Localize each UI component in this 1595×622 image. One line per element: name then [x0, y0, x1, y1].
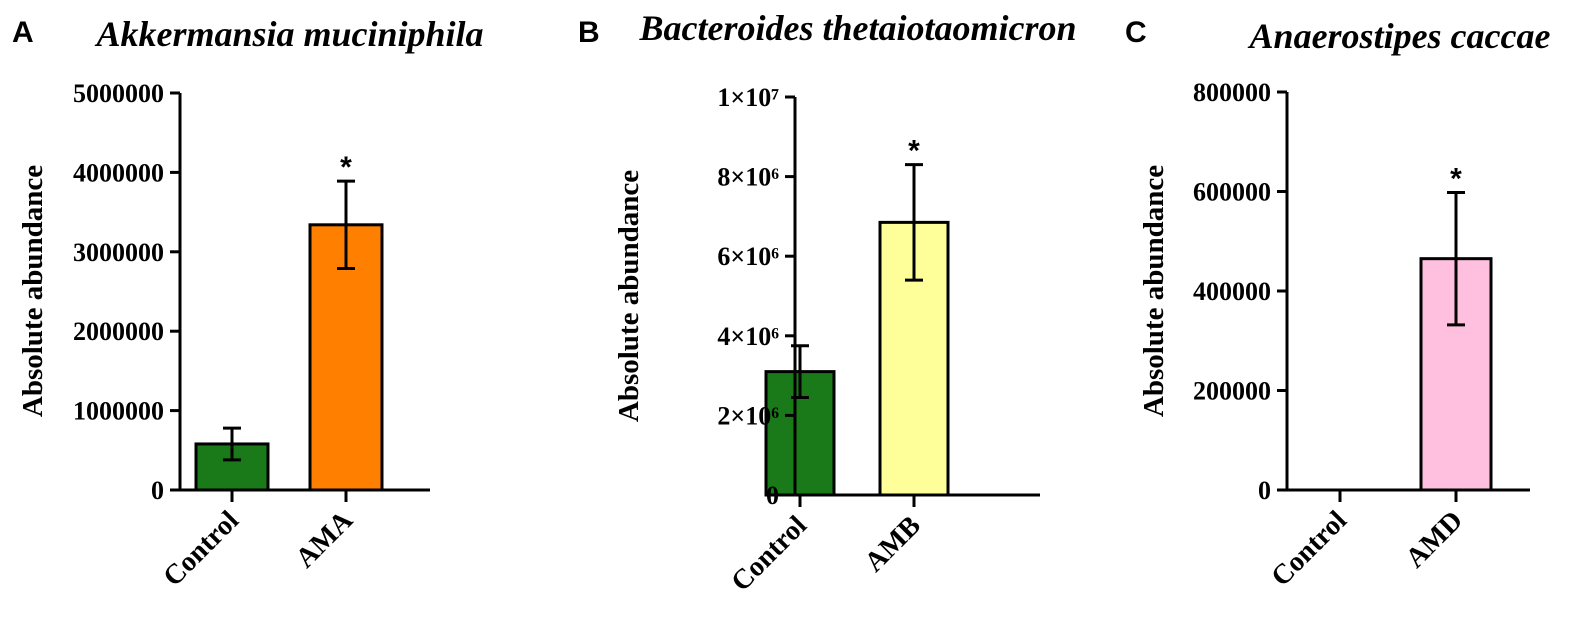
- y-tick-label: 6×10⁶: [717, 242, 779, 271]
- x-tick-label: AMA: [290, 504, 360, 574]
- chart-panel-a: A Akkermansia muciniphila Absolute abundan…: [12, 14, 484, 593]
- y-tick-label: 0: [151, 476, 164, 505]
- significance-marker: *: [908, 135, 920, 168]
- y-tick-label: 400000: [1193, 277, 1271, 306]
- x-tick-label: Control: [725, 510, 813, 598]
- x-tick-label: AMD: [1400, 505, 1469, 574]
- y-tick-label: 4×10⁶: [717, 322, 779, 351]
- y-tick-label: 8×10⁶: [717, 163, 779, 192]
- x-tick-label: Control: [1265, 505, 1353, 593]
- chart-title: Akkermansia muciniphila: [94, 14, 483, 54]
- y-tick-label: 3000000: [73, 238, 164, 267]
- panel-letter: B: [578, 16, 600, 49]
- significance-marker: *: [1450, 162, 1462, 195]
- y-tick-label: 600000: [1193, 178, 1271, 207]
- y-axis-label: Absolute abundance: [1138, 165, 1170, 417]
- error-bar: [337, 179, 355, 270]
- chart-panel-c: C Anaerostipes caccae Absolute abundance * 0…: [1125, 16, 1550, 593]
- error-bar: [223, 426, 241, 462]
- y-tick-label: 200000: [1193, 377, 1271, 406]
- x-tick-label: AMB: [859, 510, 927, 578]
- y-tick-label: 0: [1258, 476, 1271, 505]
- y-tick-label: 2000000: [73, 317, 164, 346]
- y-tick-label: 1×10⁷: [717, 83, 779, 112]
- panel-letter: A: [12, 16, 34, 49]
- y-tick-label: 800000: [1193, 78, 1271, 107]
- significance-marker: *: [340, 151, 352, 184]
- chart-title: Anaerostipes caccae: [1248, 16, 1551, 56]
- chart-title: Bacteroides thetaiotaomicron: [639, 8, 1077, 48]
- panel-letter: C: [1125, 16, 1147, 49]
- x-tick-label: Control: [157, 505, 245, 593]
- error-bar: [1447, 190, 1465, 327]
- y-axis-label: Absolute abundance: [17, 165, 49, 417]
- error-bar: [905, 163, 923, 282]
- y-tick-label: 2×10⁶: [717, 401, 779, 430]
- y-axis-label: Absolute abundance: [613, 170, 645, 422]
- y-tick-label: 4000000: [73, 158, 164, 187]
- y-tick-label: 1000000: [73, 397, 164, 426]
- chart-panel-b: B Bacteroides thetaiotaomicron Absolute ab…: [578, 8, 1077, 598]
- y-tick-label: 0: [766, 481, 779, 510]
- y-tick-label: 5000000: [73, 79, 164, 108]
